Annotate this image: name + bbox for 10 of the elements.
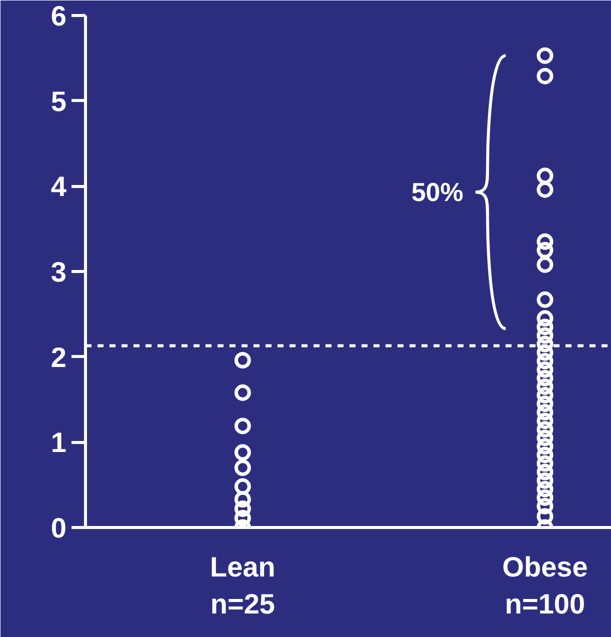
x-tick-label: Lean n=25 bbox=[210, 552, 276, 620]
y-tick-label: 5 bbox=[50, 86, 67, 117]
y-tick-label: 2 bbox=[50, 342, 67, 373]
x-tick-label: Obese n=100 bbox=[502, 552, 588, 620]
y-tick-label: 6 bbox=[50, 0, 67, 32]
y-tick-label: 4 bbox=[50, 171, 67, 202]
y-tick-label: 1 bbox=[50, 427, 67, 458]
y-tick-label: 3 bbox=[50, 256, 67, 288]
y-tick-label: 0 bbox=[50, 512, 67, 544]
annotation: 50% bbox=[411, 177, 464, 208]
